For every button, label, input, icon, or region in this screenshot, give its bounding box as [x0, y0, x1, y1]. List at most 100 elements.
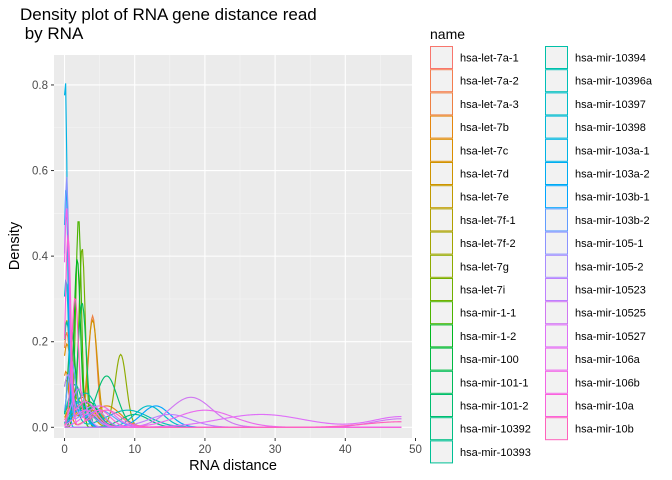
legend-item: hsa-mir-10393	[430, 440, 531, 464]
legend-key	[545, 347, 568, 371]
legend-key	[545, 162, 568, 185]
legend-item: hsa-let-7a-2	[430, 69, 519, 93]
legend-label: hsa-mir-106b	[575, 377, 640, 389]
legend-key	[545, 301, 568, 325]
legend-label: hsa-mir-10396a	[575, 76, 653, 88]
legend-key	[545, 92, 568, 116]
chart-title-line2: by RNA	[20, 24, 84, 43]
legend-key	[545, 254, 568, 278]
legend-item: hsa-let-7f-1	[430, 208, 516, 232]
legend-label: hsa-mir-101-2	[460, 401, 528, 413]
legend-label: hsa-mir-10a	[575, 401, 635, 413]
x-tick-label: 20	[199, 444, 212, 456]
x-tick-label: 40	[339, 444, 352, 456]
legend-item: hsa-mir-10396a	[545, 69, 653, 93]
legend-label: hsa-let-7c	[460, 145, 509, 157]
legend-label: hsa-let-7f-1	[460, 215, 516, 227]
legend-key	[430, 46, 453, 69]
legend-key	[430, 138, 453, 162]
legend-key	[430, 417, 453, 441]
legend-label: hsa-mir-10398	[575, 122, 646, 134]
legend-label: hsa-mir-1-2	[460, 331, 516, 343]
legend-item: hsa-mir-103a-2	[545, 162, 650, 185]
legend-item: hsa-mir-10527	[545, 324, 646, 348]
legend-key	[545, 278, 568, 301]
legend-label: hsa-mir-10527	[575, 331, 646, 343]
legend-item: hsa-mir-10398	[545, 115, 646, 139]
legend-key	[430, 301, 453, 325]
legend-label: hsa-let-7g	[460, 261, 509, 273]
legend-key	[430, 254, 453, 278]
legend-item: hsa-mir-1-2	[430, 324, 516, 348]
y-tick-label: 0.2	[32, 337, 48, 349]
legend-label: hsa-mir-10397	[575, 99, 646, 111]
x-tick-label: 30	[269, 444, 282, 456]
legend-title: name	[430, 26, 465, 42]
legend-item: hsa-let-7a-3	[430, 92, 519, 116]
legend-key	[545, 370, 568, 394]
x-tick-label: 0	[61, 444, 67, 456]
density-line-hsa-mir-10b	[64, 297, 402, 428]
legend-label: hsa-let-7f-2	[460, 238, 516, 250]
legend-key	[430, 440, 453, 464]
legend-label: hsa-let-7a-2	[460, 76, 519, 88]
legend-label: hsa-mir-10393	[460, 447, 531, 459]
legend-item: hsa-let-7b	[430, 115, 509, 139]
grid-minor	[54, 55, 412, 438]
x-axis: 0 10 20 30 40 50	[61, 438, 422, 456]
legend-label: hsa-mir-10394	[575, 53, 646, 65]
series-lines	[63, 83, 402, 428]
legend-label: hsa-mir-105-1	[575, 238, 643, 250]
legend-item: hsa-mir-1-1	[430, 301, 516, 325]
legend-item: hsa-mir-10523	[545, 278, 646, 301]
legend-label: hsa-mir-10b	[575, 424, 634, 436]
legend-key	[430, 394, 453, 417]
legend-label: hsa-mir-103a-2	[575, 169, 650, 181]
legend-key	[545, 115, 568, 139]
legend-label: hsa-mir-103b-2	[575, 215, 650, 227]
legend-item: hsa-mir-100	[430, 347, 519, 371]
legend: hsa-let-7a-1 hsa-let-7a-2 hsa-let-7a-3 hsa-…	[430, 46, 653, 464]
legend-key	[430, 208, 453, 232]
legend-item: hsa-let-7a-1	[430, 46, 519, 69]
legend-item: hsa-let-7d	[430, 162, 509, 185]
legend-item: hsa-mir-10b	[545, 417, 634, 441]
x-tick-label: 10	[128, 444, 141, 456]
legend-key	[430, 278, 453, 301]
y-tick-label: 0.4	[32, 251, 49, 263]
legend-label: hsa-let-7e	[460, 192, 509, 204]
legend-key	[545, 185, 568, 209]
legend-key	[430, 231, 453, 255]
legend-label: hsa-mir-10523	[575, 285, 646, 297]
legend-key	[545, 138, 568, 162]
legend-label: hsa-mir-100	[460, 354, 519, 366]
legend-item: hsa-mir-105-2	[545, 254, 643, 278]
legend-key	[545, 46, 568, 69]
legend-label: hsa-let-7a-1	[460, 53, 519, 65]
legend-key	[545, 394, 568, 417]
legend-key	[430, 69, 453, 93]
x-axis-label: RNA distance	[189, 458, 277, 474]
legend-label: hsa-mir-103b-1	[575, 192, 650, 204]
legend-item: hsa-mir-106a	[545, 347, 641, 371]
legend-key	[545, 208, 568, 232]
legend-label: hsa-mir-101-1	[460, 377, 528, 389]
legend-item: hsa-let-7g	[430, 254, 509, 278]
legend-item: hsa-mir-10392	[430, 417, 531, 441]
legend-item: hsa-mir-106b	[545, 370, 640, 394]
legend-item: hsa-mir-101-1	[430, 370, 528, 394]
legend-key	[545, 69, 568, 93]
legend-item: hsa-mir-103b-2	[545, 208, 650, 232]
legend-label: hsa-mir-105-2	[575, 261, 643, 273]
legend-key	[430, 324, 453, 348]
y-tick-label: 0.0	[32, 422, 48, 434]
legend-item: hsa-let-7i	[430, 278, 505, 301]
legend-item: hsa-mir-10397	[545, 92, 646, 116]
legend-item: hsa-mir-103b-1	[545, 185, 650, 209]
legend-key	[545, 324, 568, 348]
legend-key	[430, 162, 453, 185]
legend-label: hsa-mir-10525	[575, 308, 646, 320]
legend-item: hsa-let-7f-2	[430, 231, 516, 255]
y-axis: 0.0 0.2 0.4 0.6 0.8	[32, 80, 54, 434]
y-axis-label: Density	[7, 221, 23, 270]
